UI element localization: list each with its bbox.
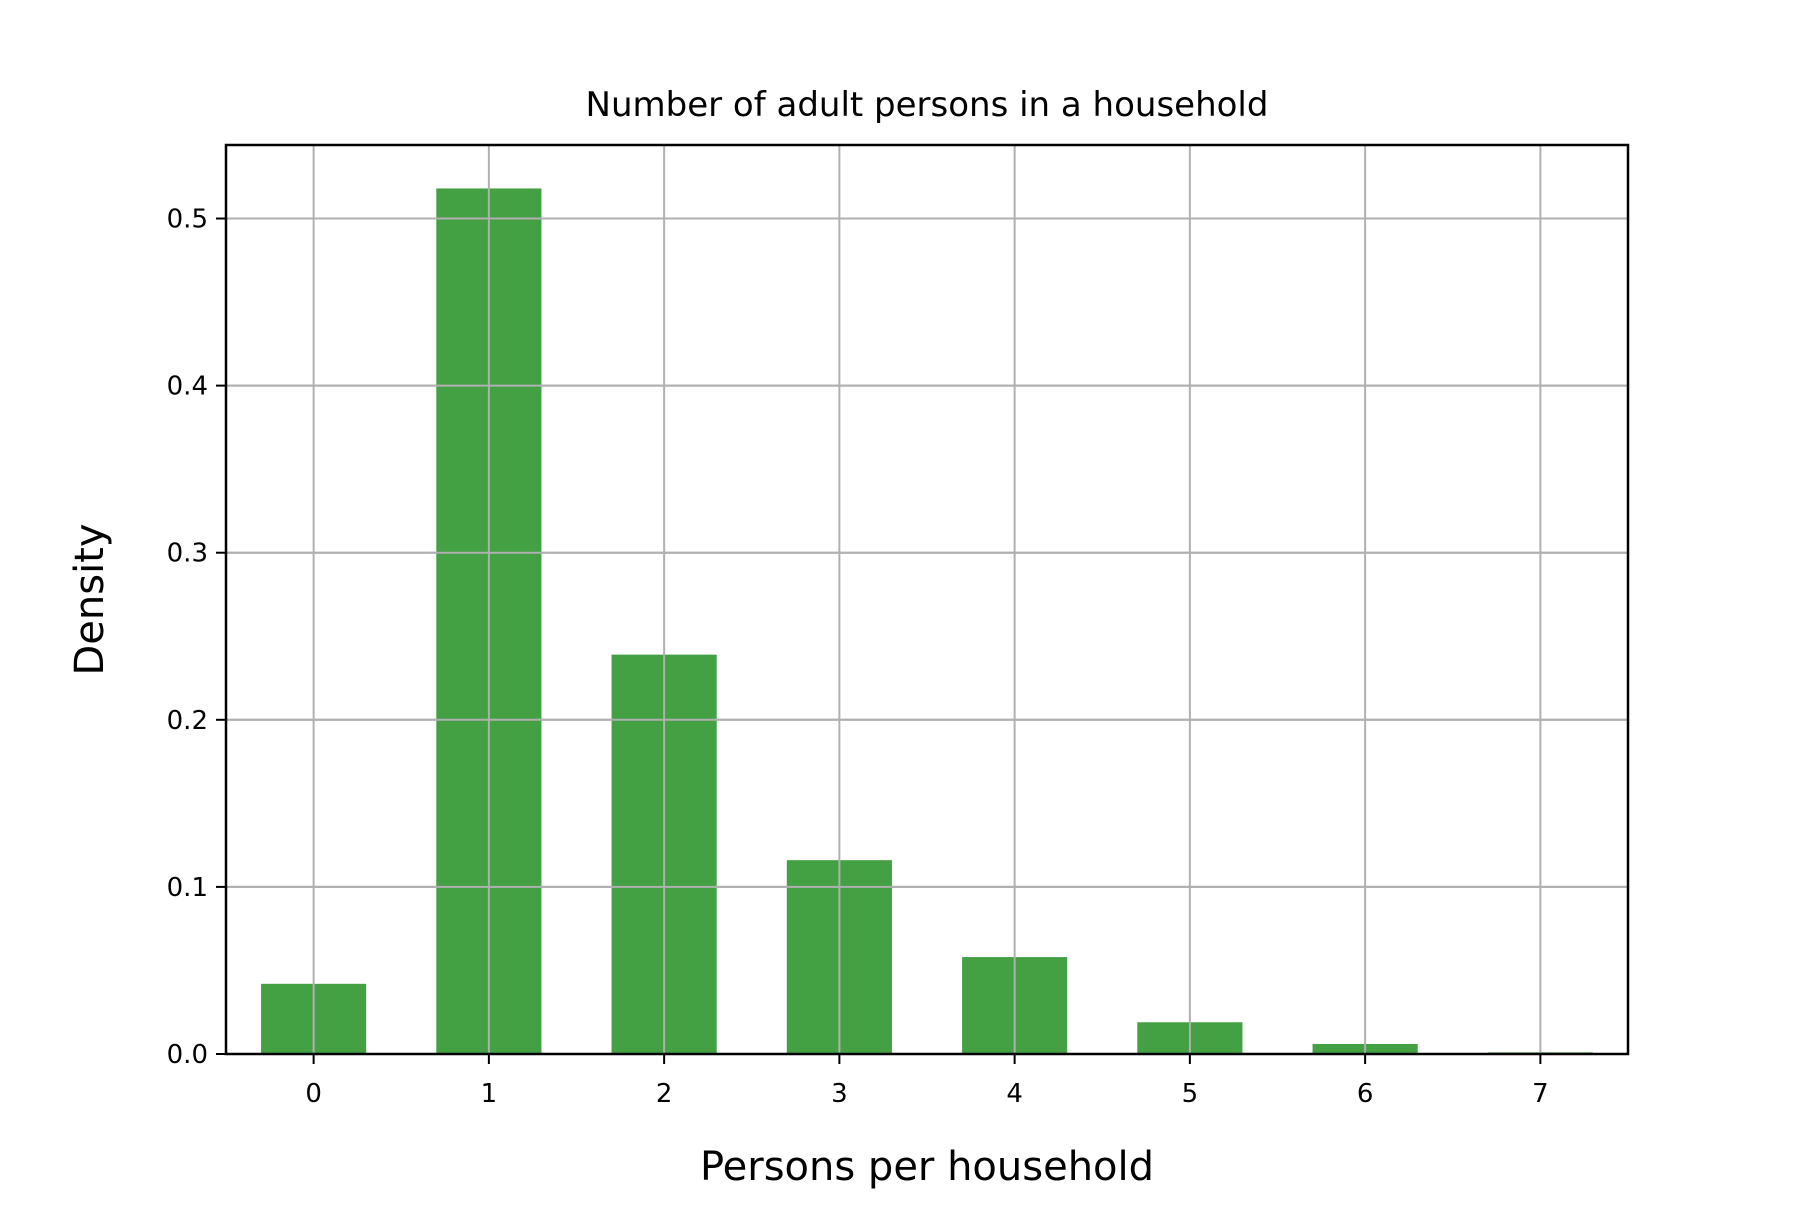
y-tick-label: 0.2 [167, 706, 208, 736]
bars-layer [261, 188, 1593, 1055]
x-tick-label: 4 [1006, 1079, 1023, 1109]
y-tick-label: 0.3 [167, 539, 208, 569]
y-tick-label: 0.0 [167, 1040, 208, 1070]
y-tick-label: 0.4 [167, 372, 208, 402]
x-tick-label: 6 [1357, 1079, 1374, 1109]
x-tick-label: 2 [656, 1079, 673, 1109]
grid-over-layer [226, 145, 1628, 1054]
x-tick-label: 0 [305, 1079, 322, 1109]
chart-title: Number of adult persons in a household [586, 85, 1269, 125]
x-tick-label: 3 [831, 1079, 848, 1109]
x-axis-label: Persons per household [700, 1144, 1154, 1190]
plot-frame [224, 143, 1630, 1056]
x-tick-label: 5 [1182, 1079, 1199, 1109]
x-tick-label: 7 [1532, 1079, 1549, 1109]
x-tick-label: 1 [481, 1079, 498, 1109]
y-tick-label: 0.1 [167, 873, 208, 903]
ticks-layer: 0.0 0.1 0.2 0.3 0.4 0.5 0 1 2 3 4 5 6 7 [167, 205, 1549, 1109]
y-axis-label: Density [67, 523, 113, 675]
y-tick-label: 0.5 [167, 205, 208, 235]
